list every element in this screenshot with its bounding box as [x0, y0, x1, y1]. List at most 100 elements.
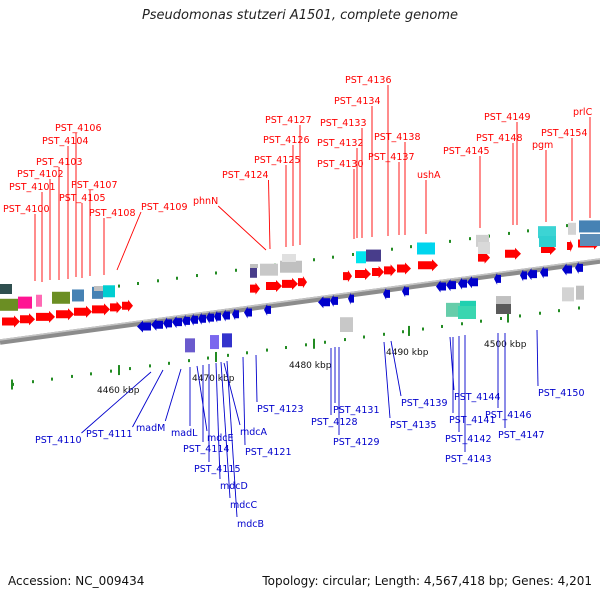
- label-leader-line: [116, 211, 142, 271]
- feature-box-upper: [260, 263, 278, 276]
- feature-box-upper: [280, 260, 302, 273]
- feature-dot-upper: [449, 239, 451, 243]
- gene-label-mdcA: mdcA: [240, 427, 268, 438]
- feature-dot-lower: [519, 314, 521, 318]
- feature-dot-upper: [527, 229, 529, 233]
- feature-dot-lower: [422, 327, 424, 331]
- forward-gene-arrow: [355, 267, 371, 280]
- gene-label-PST_4132: PST_4132: [317, 138, 364, 149]
- gene-label-mdcD: mdcD: [220, 481, 248, 492]
- forward-gene-arrow: [2, 315, 20, 328]
- feature-dot-lower: [71, 374, 73, 378]
- feature-box-lower: [576, 285, 584, 300]
- feature-box-upper: [568, 222, 576, 235]
- feature-box-upper: [579, 220, 600, 233]
- feature-dot-lower: [441, 324, 443, 328]
- label-leader-line: [449, 336, 455, 391]
- feature-dot-upper: [137, 282, 139, 286]
- feature-dot-lower: [188, 359, 190, 363]
- gene-label-PST_4127: PST_4127: [265, 115, 312, 126]
- feature-dot-lower: [480, 319, 482, 323]
- forward-gene-arrow: [567, 240, 573, 253]
- feature-dot-lower: [539, 311, 541, 315]
- gene-label-PST_4109: PST_4109: [141, 202, 188, 213]
- reverse-gene-arrow: [190, 313, 198, 326]
- genome-backbone: [0, 258, 600, 345]
- gene-label-PST_4123: PST_4123: [257, 404, 304, 415]
- label-leader-line: [390, 340, 402, 397]
- gene-label-PST_4104: PST_4104: [42, 136, 89, 147]
- feature-box-upper: [52, 291, 70, 304]
- feature-dot-upper: [508, 231, 510, 235]
- gene-label-PST_4100: PST_4100: [3, 204, 50, 215]
- forward-gene-arrow: [36, 310, 55, 323]
- forward-gene-arrow: [384, 264, 396, 277]
- feature-box-upper: [18, 296, 32, 309]
- forward-gene-arrow: [298, 276, 307, 289]
- gene-label-PST_4107: PST_4107: [71, 180, 118, 191]
- forward-gene-arrow: [266, 280, 282, 293]
- feature-box-upper: [356, 251, 366, 264]
- forward-gene-arrow: [250, 282, 260, 295]
- feature-dot-lower: [129, 367, 131, 371]
- feature-dot-lower: [461, 322, 463, 326]
- label-leader-line: [81, 371, 152, 434]
- gene-label-PST_4141: PST_4141: [449, 415, 496, 426]
- genome-backbone-highlight: [0, 258, 600, 341]
- topology-text: Topology: circular; Length: 4,567,418 bp…: [262, 574, 592, 588]
- scale-tick-label: 4490 kbp: [386, 348, 429, 358]
- reverse-gene-arrow: [244, 306, 252, 319]
- reverse-gene-arrow: [458, 277, 467, 290]
- gene-label-PST_4102: PST_4102: [17, 169, 64, 180]
- forward-gene-arrow: [397, 262, 411, 275]
- feature-box-lower: [185, 338, 195, 353]
- gene-label-pgm: pgm: [532, 140, 553, 151]
- reverse-gene-arrow: [264, 303, 271, 316]
- feature-dot-upper: [215, 271, 217, 275]
- forward-gene-arrow: [372, 265, 384, 278]
- feature-box-upper: [0, 284, 12, 294]
- gene-label-PST_4136: PST_4136: [345, 75, 392, 86]
- feature-dot-upper: [313, 258, 315, 262]
- feature-box-upper: [538, 226, 556, 239]
- label-leader-line: [217, 205, 267, 251]
- gene-label-PST_4135: PST_4135: [390, 420, 437, 431]
- gene-label-PST_4106: PST_4106: [55, 123, 102, 134]
- feature-box-upper: [94, 286, 103, 291]
- reverse-gene-arrow: [527, 268, 537, 281]
- label-leader-line: [132, 369, 164, 428]
- label-leader-line: [268, 179, 271, 250]
- forward-gene-arrow: [74, 305, 92, 318]
- feature-dot-upper: [235, 268, 237, 272]
- scale-tick-label: 4480 kbp: [289, 361, 332, 371]
- gene-label-PST_4139: PST_4139: [401, 398, 448, 409]
- feature-box-upper: [103, 285, 115, 298]
- reverse-gene-arrow: [151, 318, 163, 331]
- gene-label-PST_4145: PST_4145: [443, 146, 490, 157]
- accession-text: Accession: NC_009434: [8, 574, 145, 588]
- reverse-gene-arrow: [348, 292, 354, 305]
- feature-box-upper: [0, 298, 18, 311]
- reverse-gene-arrow: [198, 312, 206, 325]
- feature-dot-lower: [578, 306, 580, 310]
- reverse-gene-arrow: [383, 287, 390, 300]
- reverse-gene-arrow: [467, 276, 478, 289]
- scale-major-tick: [215, 351, 217, 362]
- feature-dot-lower: [363, 335, 365, 339]
- reverse-gene-arrow: [206, 311, 214, 324]
- scale-major-tick: [408, 325, 410, 336]
- gene-label-PST_4134: PST_4134: [334, 96, 381, 107]
- gene-label-PST_4150: PST_4150: [538, 388, 585, 399]
- forward-gene-arrow: [20, 313, 35, 326]
- gene-label-PST_4149: PST_4149: [484, 112, 531, 123]
- gene-label-PST_4142: PST_4142: [445, 434, 492, 445]
- page-title: Pseudomonas stutzeri A1501, complete gen…: [141, 8, 459, 23]
- feature-dot-lower: [168, 361, 170, 365]
- gene-label-PST_4137: PST_4137: [368, 152, 415, 163]
- forward-gene-arrow: [110, 301, 122, 314]
- feature-dot-lower: [285, 346, 287, 350]
- label-leader-line: [220, 361, 231, 499]
- gene-label-PST_4124: PST_4124: [222, 170, 269, 181]
- gene-label-mdcE: mdcE: [207, 433, 234, 444]
- reverse-gene-arrow: [163, 317, 172, 330]
